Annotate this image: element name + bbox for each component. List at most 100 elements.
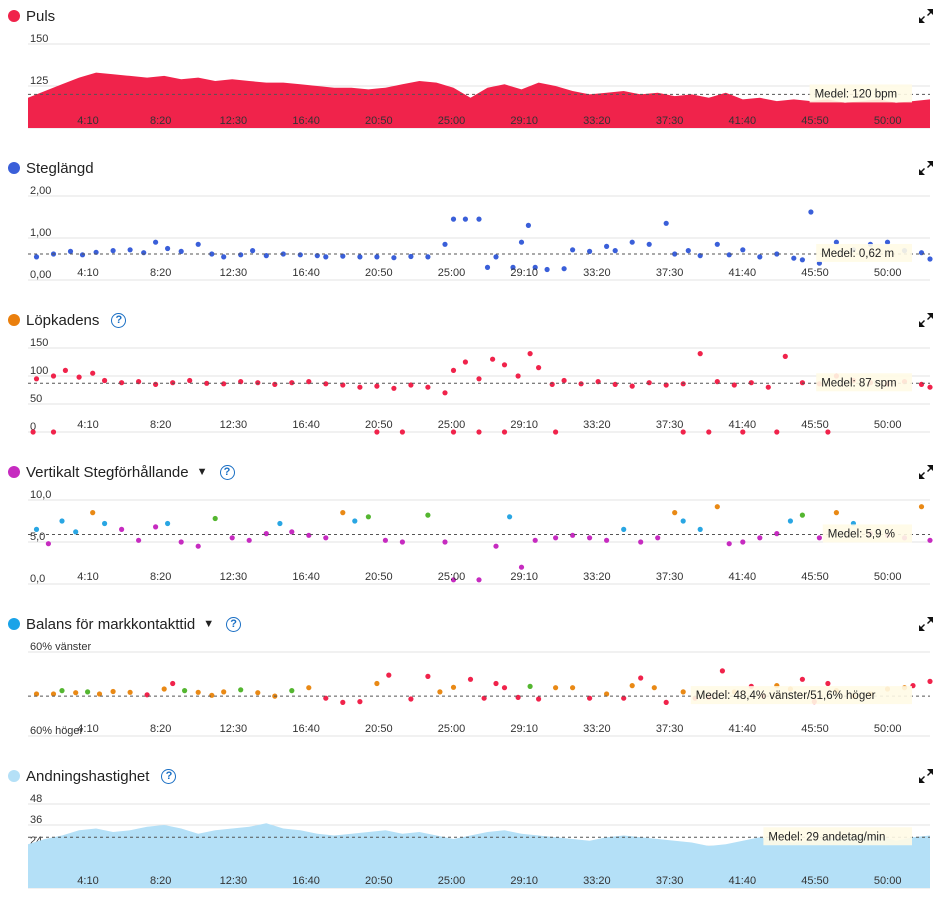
data-point [553,535,559,541]
x-tick-label: 16:40 [292,419,320,431]
data-point [518,239,525,245]
help-icon[interactable]: ? [161,768,177,784]
data-point [386,672,392,678]
x-tick-label: 4:10 [77,115,98,127]
data-point [927,537,933,543]
data-point [799,257,806,263]
data-point [76,374,82,380]
data-point [399,539,405,545]
data-point [462,216,468,222]
data-point [119,380,125,386]
data-point [340,699,346,705]
data-point [757,254,763,260]
data-point [153,524,159,530]
data-point [501,362,508,368]
data-point [144,692,150,698]
expand-icon[interactable] [918,768,934,784]
panel-lopkadens: Löpkadens? 150 100 50 0 4:10 8:20 12:30 16:40 20:… [0,304,948,456]
x-tick-label: 25:00 [438,267,466,279]
data-point [536,365,542,371]
data-point [587,695,593,701]
x-tick-label: 25:00 [438,115,466,127]
panel-balans: Balans för markkontakttid ▼? 60% vänster 60… [0,608,948,760]
data-point [73,529,79,535]
x-tick-label: 50:00 [874,875,902,887]
data-point [604,243,610,249]
expand-icon[interactable] [918,616,934,632]
expand-icon[interactable] [918,312,934,328]
data-point [740,539,746,545]
legend-dot-icon [8,466,20,478]
x-tick-label: 50:00 [874,115,902,127]
data-point [297,252,303,258]
data-point [102,520,108,527]
data-point [833,510,840,516]
x-tick-label: 41:40 [729,571,757,583]
x-tick-label: 29:10 [510,571,538,583]
x-tick-label: 37:30 [656,723,684,735]
data-point [765,384,771,390]
y-tick-label: 100 [30,365,48,377]
data-point [374,254,380,260]
help-icon[interactable]: ? [111,312,127,328]
plot-steglangd: 2,00 1,00 0,00 4:10 8:20 12:30 16:40 20:50 25:00… [28,185,933,281]
data-point [437,689,443,695]
data-point [442,241,448,247]
data-point [250,248,256,254]
data-point [289,688,295,694]
data-point [408,253,414,260]
data-point [323,535,329,541]
x-tick-label: 4:10 [77,875,98,887]
x-tick-label: 37:30 [656,115,684,127]
x-tick-label: 12:30 [220,267,248,279]
data-point [490,356,496,362]
data-point [141,250,147,256]
expand-icon[interactable] [918,8,934,24]
legend-dot-icon [8,162,20,174]
data-point [323,695,329,701]
help-icon[interactable]: ? [219,464,235,480]
data-point [604,691,610,697]
data-point [629,383,635,389]
x-tick-label: 8:20 [150,723,171,735]
data-point [621,695,627,701]
caret-down-icon[interactable]: ▼ [203,618,215,630]
x-tick-label: 37:30 [656,875,684,887]
x-tick-label: 12:30 [220,419,248,431]
x-tick-label: 4:10 [77,571,98,583]
data-point [374,680,380,687]
x-tick-label: 4:10 [77,723,98,735]
x-tick-label: 45:50 [801,875,829,887]
legend-dot-icon [8,10,20,22]
data-point [532,264,538,270]
data-point [399,429,405,435]
y-tick-label: 2,00 [30,185,51,197]
panel-header: Vertikalt Stegförhållande ▼? [8,460,235,484]
data-point [450,577,457,583]
data-point [178,539,184,545]
data-point [136,537,142,543]
data-point [927,678,933,684]
data-point [927,384,933,390]
data-point [481,695,487,701]
data-point [59,518,65,524]
x-tick-label: 50:00 [874,723,902,735]
x-tick-label: 33:20 [583,723,611,735]
average-label: Medel: 0,62 m [821,248,894,260]
data-point [280,251,286,257]
data-point [507,514,513,520]
caret-down-icon[interactable]: ▼ [196,466,208,478]
panel-steglangd: Steglängd 2,00 1,00 0,00 4:10 8:20 12:30 16:40 2… [0,152,948,304]
x-tick-label: 45:50 [801,419,829,431]
data-point [340,510,346,516]
expand-icon[interactable] [918,464,934,480]
help-icon[interactable]: ? [226,616,242,632]
panel-title: Vertikalt Stegförhållande [26,463,189,481]
expand-icon[interactable] [918,160,934,176]
data-point [209,251,215,257]
data-point [714,241,720,247]
data-point [697,351,703,357]
average-label: Medel: 29 andetag/min [768,831,885,843]
data-point [570,247,576,253]
x-tick-label: 4:10 [77,267,98,279]
